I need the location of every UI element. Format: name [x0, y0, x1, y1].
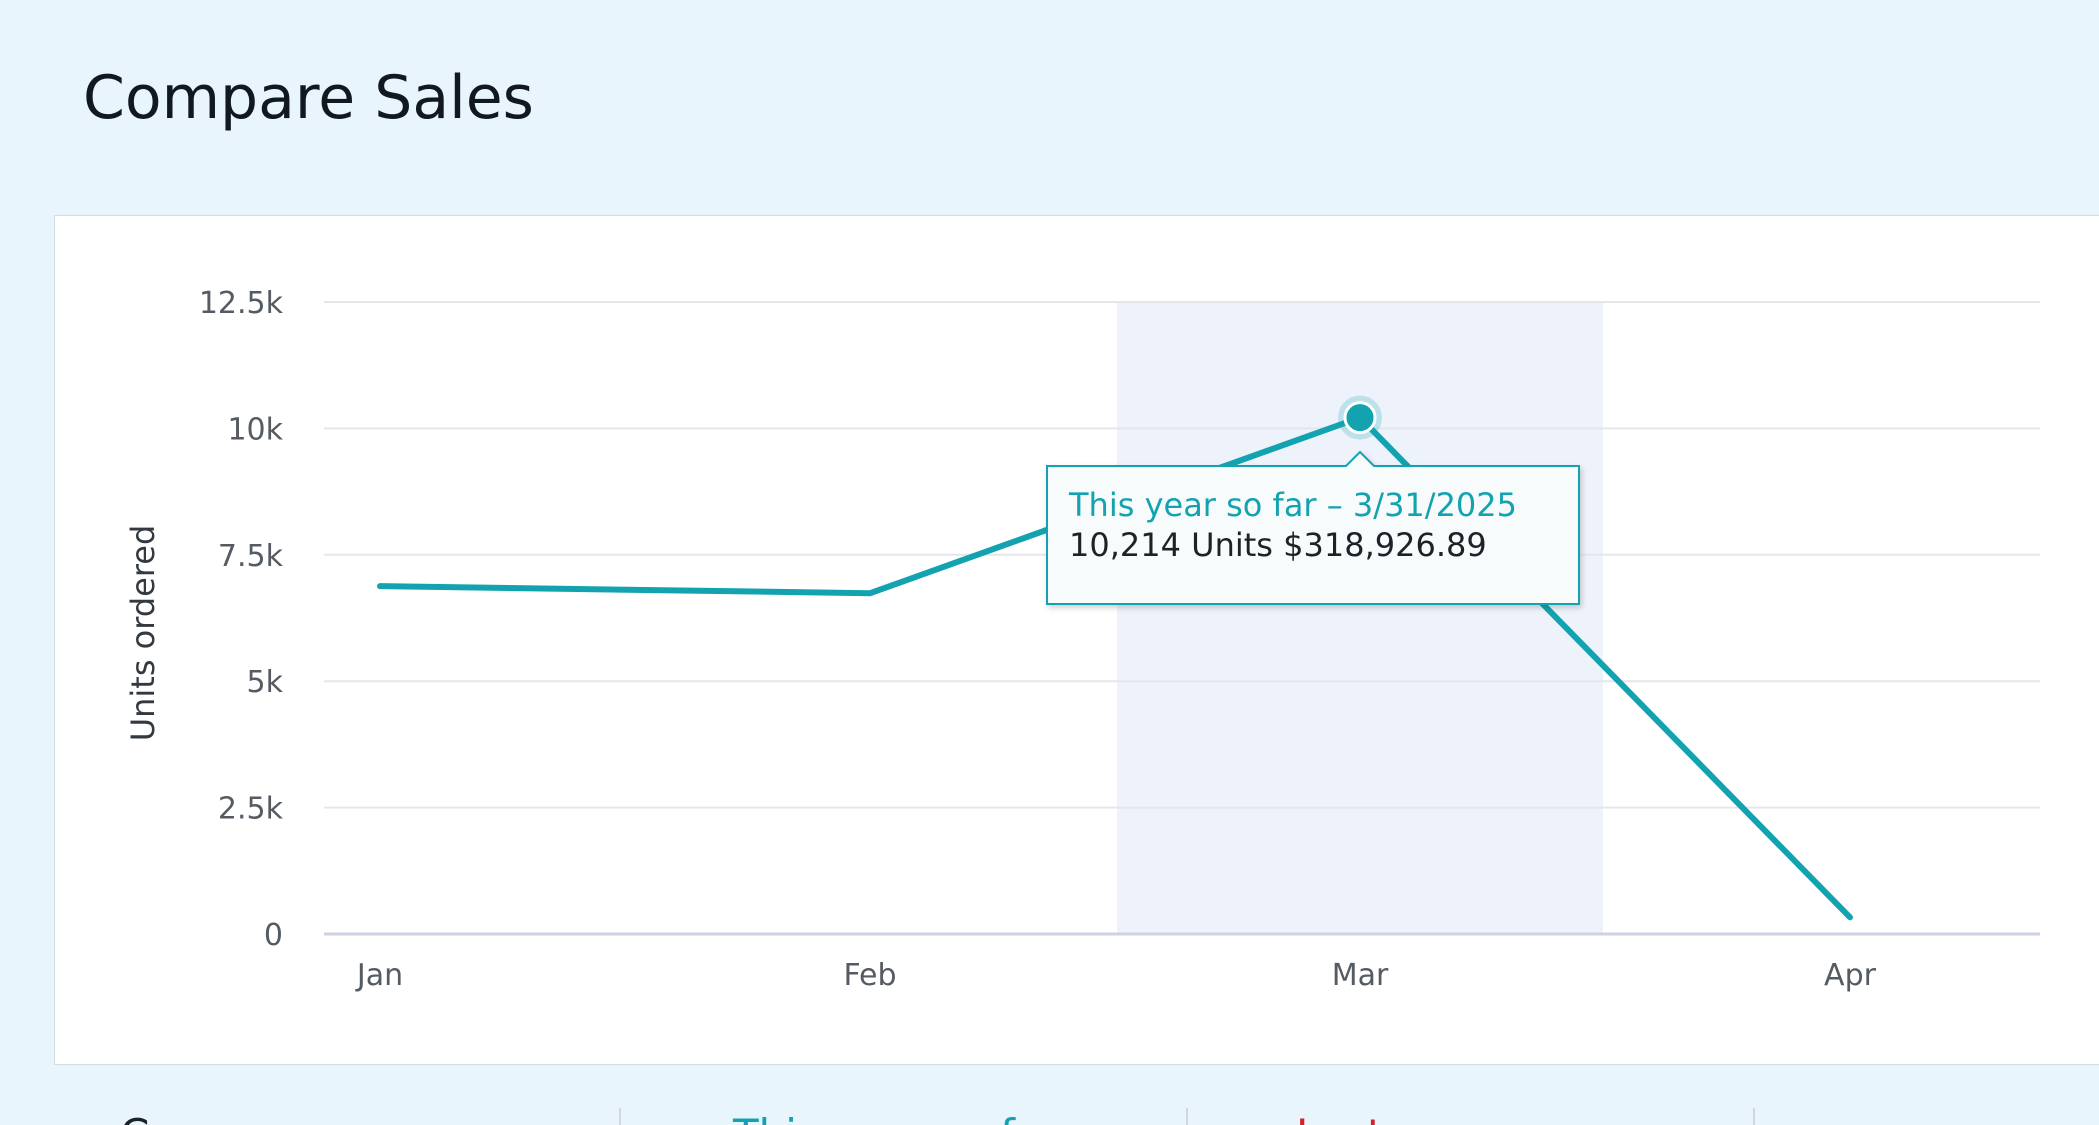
grid-lines — [324, 301, 2040, 936]
y-tick-label: 5k — [247, 665, 284, 700]
sales-chart-card: 0 2.5k 5k 7.5k 10k 12.5k Jan Feb Mar Apr Units o… — [54, 215, 2099, 1065]
summary-tab-label[interactable]: This year so far — [733, 1110, 1058, 1125]
x-tick-label: Feb — [843, 958, 896, 993]
x-tick-label: Mar — [1332, 958, 1389, 993]
data-tooltip: This year so far – 3/31/2025 10,214 Unit… — [1046, 450, 1580, 605]
tooltip-title: This year so far – 3/31/2025 — [1068, 486, 1517, 524]
y-tick-label: 10k — [227, 412, 283, 447]
highlight-point — [1338, 395, 1382, 440]
summary-tab-label[interactable]: Last year — [1296, 1110, 1491, 1125]
y-axis-title: Units ordered — [124, 525, 162, 742]
summary-divider — [619, 1108, 621, 1125]
y-tick-label: 2.5k — [218, 792, 284, 827]
y-tick-label: 0 — [264, 918, 283, 953]
x-axis-ticks: Jan Feb Mar Apr — [355, 958, 1877, 993]
summary-tab-label[interactable]: C — [120, 1110, 149, 1125]
summary-tab-strip: C This year so far Last year — [0, 1100, 2099, 1125]
x-tick-label: Jan — [355, 958, 403, 993]
page-title: Compare Sales — [83, 63, 534, 133]
tooltip-body: 10,214 Units $318,926.89 — [1069, 526, 1487, 564]
y-axis-ticks: 0 2.5k 5k 7.5k 10k 12.5k — [199, 286, 284, 953]
y-tick-label: 7.5k — [218, 539, 284, 574]
summary-divider — [1186, 1108, 1188, 1125]
y-tick-label: 12.5k — [199, 286, 284, 321]
x-tick-label: Apr — [1824, 958, 1877, 993]
summary-divider — [1753, 1108, 1755, 1125]
sales-line-chart: 0 2.5k 5k 7.5k 10k 12.5k Jan Feb Mar Apr Units o… — [124, 286, 2040, 993]
data-point[interactable] — [1343, 401, 1377, 435]
tooltip-box — [1046, 450, 1580, 605]
